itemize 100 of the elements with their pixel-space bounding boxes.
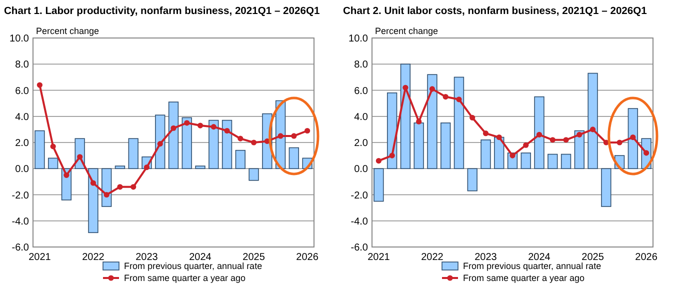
bar	[560, 154, 572, 170]
point	[224, 128, 230, 134]
point	[590, 126, 596, 132]
bar	[520, 152, 531, 170]
bar	[248, 168, 259, 181]
y-tick-label: -6.0	[12, 242, 30, 254]
point	[197, 122, 204, 128]
point	[250, 140, 257, 146]
y-tick-label: 2.0	[15, 138, 30, 149]
point	[77, 154, 83, 160]
point	[278, 133, 284, 139]
y-tick-label: 4.0	[15, 112, 30, 123]
bar	[548, 154, 558, 170]
point	[376, 158, 382, 164]
bar	[128, 138, 138, 170]
bar	[182, 117, 192, 170]
point	[482, 130, 489, 136]
point	[616, 140, 622, 146]
y-tick-label: -2.0	[12, 190, 30, 202]
point	[630, 134, 636, 140]
bar	[288, 147, 300, 170]
bar	[601, 168, 612, 207]
point	[510, 152, 516, 158]
point	[576, 132, 582, 138]
point	[117, 184, 123, 190]
point	[523, 142, 529, 148]
x-tick-label: 2025	[242, 252, 266, 263]
bar	[480, 139, 491, 170]
point	[144, 164, 150, 170]
point	[456, 96, 462, 102]
bar	[454, 76, 464, 170]
bar	[414, 122, 424, 170]
y-tick-label: 6.0	[354, 86, 368, 97]
x-tick-label: 2022	[82, 252, 105, 263]
bar	[427, 74, 438, 170]
bar	[400, 64, 411, 170]
y-tick-label: 10.0	[10, 34, 30, 44]
x-tick-label: 2025	[582, 252, 604, 263]
y-tick-label: 0.0	[354, 164, 368, 176]
x-tick-label: 2026	[635, 252, 658, 263]
point	[644, 150, 650, 156]
point	[90, 180, 96, 186]
point	[536, 132, 542, 138]
point	[184, 120, 190, 126]
point	[238, 136, 244, 142]
bar	[235, 150, 246, 170]
bar	[155, 114, 166, 170]
point	[389, 152, 395, 158]
point	[64, 172, 70, 178]
y-tick-label: 10.0	[348, 34, 368, 44]
chart-title: Chart 1. Labor productivity, nonfarm business, 2021Q1 – 2026Q1	[4, 6, 320, 17]
point	[170, 125, 176, 131]
y-tick-label: 6.0	[15, 86, 30, 97]
x-tick-label: 2026	[296, 252, 319, 263]
x-tick-label: 2021	[28, 252, 52, 263]
point	[496, 134, 502, 140]
bar	[374, 168, 384, 202]
y-tick-label: -2.0	[350, 190, 368, 202]
chart-title: Chart 2. Unit labor costs, nonfarm business, 2021Q1 – 2026Q1	[343, 6, 648, 17]
point	[304, 128, 310, 134]
bar	[208, 120, 219, 170]
x-tick-label: 2023	[474, 252, 498, 263]
point	[563, 137, 569, 143]
legend-label: From same quarter a year ago	[463, 273, 585, 284]
point	[470, 114, 476, 120]
bar	[168, 102, 179, 170]
point	[104, 192, 110, 198]
bar	[222, 120, 232, 170]
x-tick-label: 2022	[421, 252, 444, 263]
point	[442, 94, 448, 100]
y-tick-label: -4.0	[12, 216, 30, 228]
y-tick-label: 2.0	[354, 138, 368, 149]
bar	[628, 108, 638, 170]
y-tick-label: 4.0	[354, 112, 368, 123]
point	[130, 184, 136, 190]
point	[157, 141, 163, 147]
point	[210, 124, 216, 130]
x-tick-label: 2024	[528, 252, 551, 263]
point	[429, 86, 436, 92]
point	[291, 133, 297, 139]
bar	[467, 168, 478, 192]
bar	[34, 130, 45, 170]
point	[36, 82, 42, 88]
y-tick-label: 0.0	[15, 164, 30, 176]
point	[50, 144, 56, 150]
legend-label: From same quarter a year ago	[124, 273, 246, 284]
y-axis-title: Percent change	[36, 26, 100, 36]
bar	[440, 122, 451, 170]
bar	[102, 168, 112, 207]
point	[416, 118, 422, 124]
bar	[195, 166, 206, 170]
bar	[534, 96, 544, 170]
x-tick-label: 2024	[189, 252, 212, 263]
x-tick-label: 2023	[136, 252, 158, 263]
y-tick-label: 8.0	[15, 60, 30, 71]
y-tick-label: -4.0	[350, 216, 368, 228]
x-tick-label: 2021	[368, 252, 390, 263]
bar	[48, 158, 58, 170]
bar	[114, 166, 126, 170]
point	[402, 84, 408, 90]
